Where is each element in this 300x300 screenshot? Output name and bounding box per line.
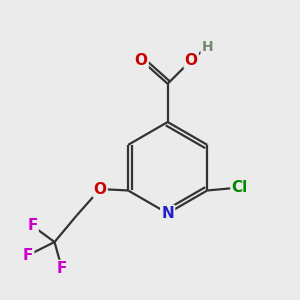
Text: F: F	[27, 218, 38, 233]
Text: F: F	[23, 248, 33, 263]
Text: Cl: Cl	[232, 180, 248, 195]
Text: O: O	[135, 53, 148, 68]
Text: F: F	[57, 261, 67, 276]
Text: O: O	[94, 182, 107, 196]
Text: O: O	[185, 53, 198, 68]
Text: N: N	[161, 206, 174, 221]
Text: H: H	[202, 40, 213, 54]
